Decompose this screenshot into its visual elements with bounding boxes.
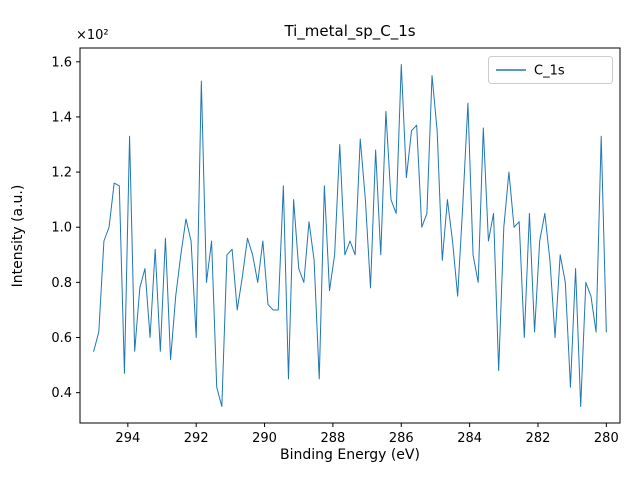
y-tick-label: 1.6	[51, 55, 72, 70]
y-tick-label: 0.8	[51, 276, 72, 291]
y-tick-label: 1.4	[51, 110, 72, 125]
y-tick-label: 1.0	[51, 221, 72, 236]
x-tick-label: 280	[594, 431, 619, 446]
legend-frame	[488, 56, 613, 84]
x-tick-label: 282	[526, 431, 551, 446]
y-tick-label: 0.6	[51, 331, 72, 346]
x-tick-label: 292	[184, 431, 209, 446]
x-tick-label: 284	[457, 431, 482, 446]
legend-label: C_1s	[534, 64, 565, 79]
x-tick-label: 290	[252, 431, 277, 446]
plot-area	[79, 47, 621, 424]
x-tick-label: 294	[115, 431, 140, 446]
y-axis-offset-text: ×10²	[76, 28, 109, 43]
x-tick-label: 288	[320, 431, 345, 446]
y-axis-label: Intensity (a.u.)	[10, 185, 26, 288]
legend: C_1s	[488, 56, 613, 84]
x-tick-label: 286	[389, 431, 414, 446]
chart-title: Ti_metal_sp_C_1s	[283, 22, 415, 41]
y-tick-label: 1.2	[51, 166, 72, 181]
x-axis-label: Binding Energy (eV)	[280, 447, 420, 463]
y-tick-label: 0.4	[51, 386, 72, 401]
series-line-c1s	[93, 64, 607, 407]
axis-ticks: 294 292 290 288 286 284 282 280 0.4 0.6 0.8 1.0 1.2 1…	[51, 55, 618, 446]
